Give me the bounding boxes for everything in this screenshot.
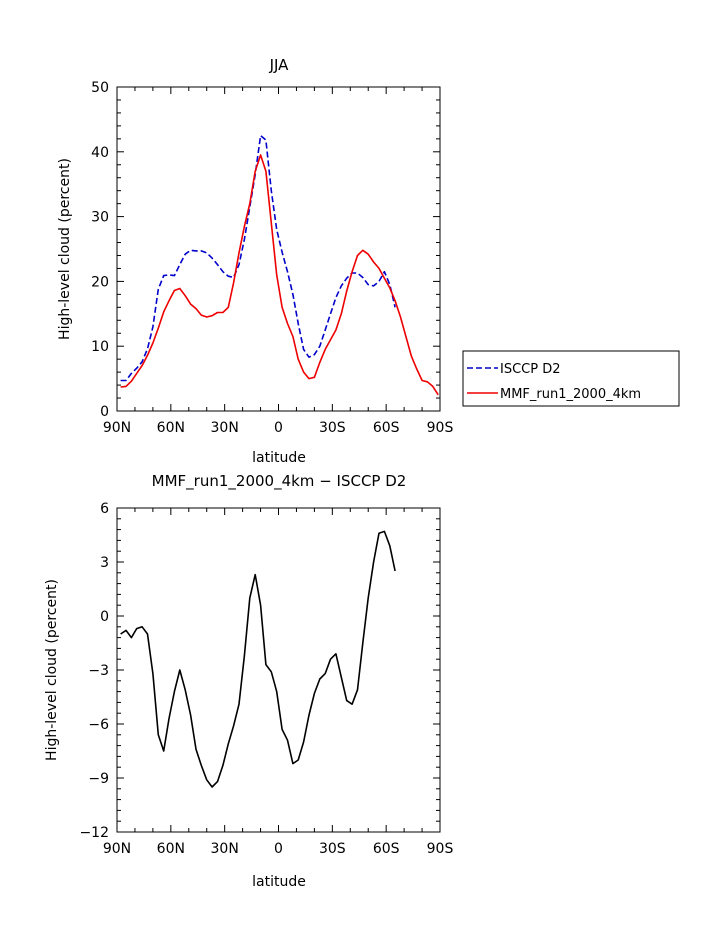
bottom-x-tick-label: 90S <box>427 841 454 857</box>
bottom-y-axis-label: High-level cloud (percent) <box>44 579 60 761</box>
legend-box <box>462 350 680 407</box>
bottom-panel: MMF_run1_2000_4km − ISCCP D2 90N 60N 30N 0 3… <box>44 472 453 890</box>
top-ticks: 90N 60N 30N 0 30S 60S 90S 0 10 20 30 40 50 <box>91 80 453 436</box>
top-x-tick-label: 30N <box>211 420 239 436</box>
bottom-y-tick-label: 3 <box>100 555 109 571</box>
top-series <box>120 134 439 396</box>
bottom-x-tick-label: 0 <box>274 841 283 857</box>
top-y-tick-label: 50 <box>91 80 109 96</box>
top-chart-title: JJA <box>269 56 290 74</box>
bottom-chart-title: MMF_run1_2000_4km − ISCCP D2 <box>152 472 407 491</box>
top-x-tick-label: 60N <box>157 420 185 436</box>
bottom-series <box>120 530 396 788</box>
top-x-axis-label: latitude <box>252 450 306 466</box>
bottom-y-tick-label: −3 <box>88 663 109 679</box>
top-x-tick-label: 90N <box>103 420 131 436</box>
bottom-x-axis-label: latitude <box>252 874 306 890</box>
bottom-x-tick-label: 60S <box>373 841 400 857</box>
top-x-tick-label: 0 <box>274 420 283 436</box>
top-plot-frame <box>116 86 441 412</box>
top-legend: ISCCP D2 MMF_run1_2000_4km <box>462 350 680 407</box>
bottom-x-tick-label: 30S <box>319 841 346 857</box>
bottom-y-tick-label: −12 <box>79 825 109 841</box>
top-series-line-1 <box>120 154 439 396</box>
bottom-series-line-0 <box>120 530 396 788</box>
top-x-tick-label: 30S <box>319 420 346 436</box>
top-y-tick-label: 0 <box>100 404 109 420</box>
legend-label-mmf: MMF_run1_2000_4km <box>500 387 641 402</box>
bottom-y-tick-label: 0 <box>100 609 109 625</box>
top-y-tick-label: 20 <box>91 274 109 290</box>
bottom-x-tick-label: 30N <box>211 841 239 857</box>
top-y-axis-label: High-level cloud (percent) <box>57 158 73 340</box>
top-y-tick-label: 40 <box>91 145 109 161</box>
top-panel: JJA 90N 60N 30N 0 30S 60S 90S 0 10 20 30 40 50 latit… <box>57 56 680 466</box>
bottom-x-tick-label: 60N <box>157 841 185 857</box>
bottom-y-tick-label: −9 <box>88 771 109 787</box>
top-x-tick-label: 60S <box>373 420 400 436</box>
bottom-y-tick-label: −6 <box>88 717 109 733</box>
bottom-x-tick-label: 90N <box>103 841 131 857</box>
top-y-tick-label: 30 <box>91 210 109 226</box>
legend-label-isccp: ISCCP D2 <box>500 362 561 377</box>
bottom-ticks: 90N 60N 30N 0 30S 60S 90S −12 −9 −6 −3 0 3 6 <box>79 501 453 857</box>
top-x-tick-label: 90S <box>427 420 454 436</box>
top-series-line-0 <box>120 134 396 382</box>
top-y-tick-label: 10 <box>91 339 109 355</box>
bottom-y-tick-label: 6 <box>100 501 109 517</box>
